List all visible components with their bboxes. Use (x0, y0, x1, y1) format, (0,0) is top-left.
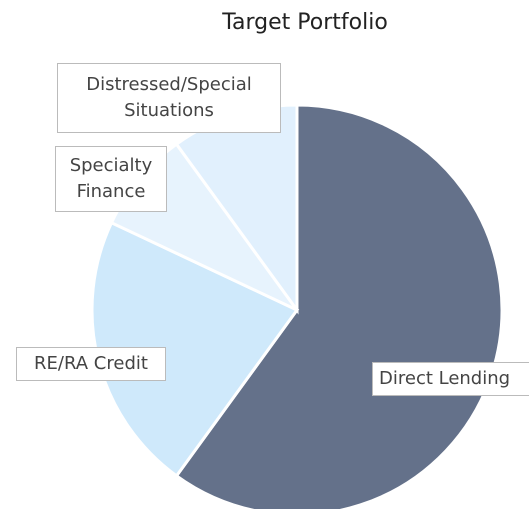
slice-label: RE/RA Credit (16, 347, 166, 381)
chart-title: Target Portfolio (222, 10, 388, 35)
slice-label: Specialty Finance (55, 146, 167, 212)
slice-label: Direct Lending (372, 362, 529, 396)
slice-label: Distressed/Special Situations (57, 63, 281, 133)
